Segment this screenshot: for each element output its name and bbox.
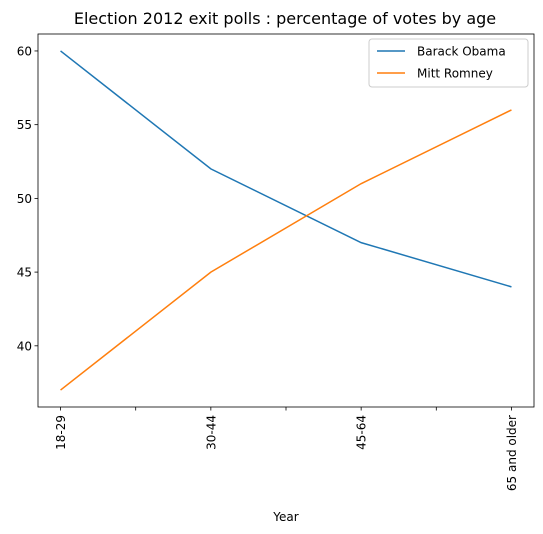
x-tick-label: 18-29 xyxy=(54,415,68,450)
x-tick-label: 45-64 xyxy=(355,415,369,450)
x-axis-label: Year xyxy=(272,510,298,524)
legend-label: Mitt Romney xyxy=(417,67,493,81)
chart-title: Election 2012 exit polls : percentage of… xyxy=(74,9,496,28)
series-line-mitt-romney xyxy=(60,109,512,391)
x-tick-label: 65 and older xyxy=(505,415,519,491)
y-tick-label: 55 xyxy=(17,118,32,132)
y-tick-label: 45 xyxy=(17,266,32,280)
legend-label: Barack Obama xyxy=(417,45,506,59)
series-line-barack-obama xyxy=(60,50,512,288)
y-tick-label: 40 xyxy=(17,339,32,353)
legend: Barack Obama Mitt Romney xyxy=(368,38,529,88)
y-tick-label: 50 xyxy=(17,192,32,206)
x-tick-label: 30-44 xyxy=(204,415,218,450)
axes-frame xyxy=(37,33,535,408)
plot-area: 40 45 50 55 60 18-29 30-44 45-64 65 and older xyxy=(17,44,519,491)
y-tick-label: 60 xyxy=(17,44,32,58)
legend-box xyxy=(368,38,529,88)
